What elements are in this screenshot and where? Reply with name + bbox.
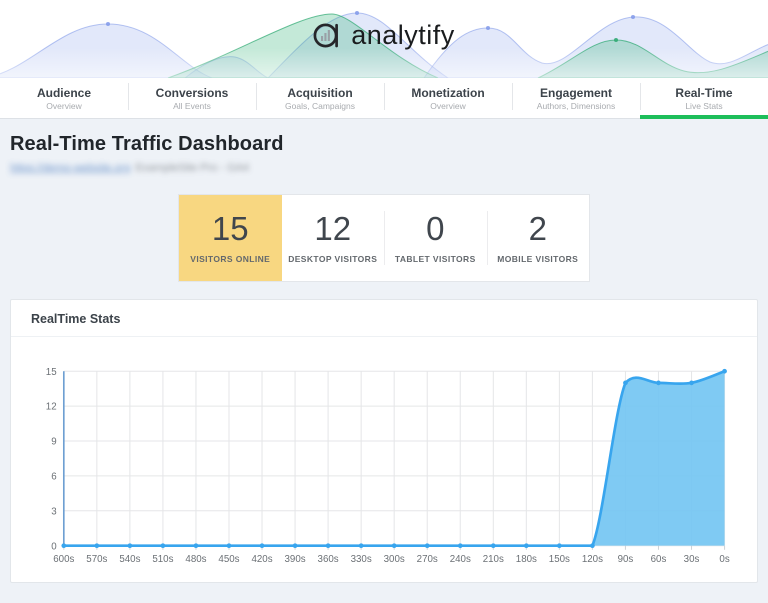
stat-value: 15 xyxy=(211,210,249,247)
main-nav: Audience Overview Conversions All Events Acq… xyxy=(0,78,768,119)
svg-text:540s: 540s xyxy=(119,554,140,565)
tab-sublabel: All Events xyxy=(173,100,211,111)
svg-text:6: 6 xyxy=(51,472,56,483)
svg-text:90s: 90s xyxy=(618,554,634,565)
svg-text:450s: 450s xyxy=(218,554,239,565)
svg-text:120s: 120s xyxy=(582,554,603,565)
stat-label: DESKTOP VISITORS xyxy=(288,254,378,264)
tab-label: Engagement xyxy=(539,85,612,100)
tab-label: Real-Time xyxy=(675,85,733,100)
svg-text:0s: 0s xyxy=(719,554,729,565)
svg-text:9: 9 xyxy=(51,437,56,448)
svg-text:15: 15 xyxy=(46,367,57,378)
svg-text:0: 0 xyxy=(51,541,57,552)
svg-text:12: 12 xyxy=(46,402,57,413)
stat-card-visitors-online: 15 VISITORS ONLINE xyxy=(179,195,282,281)
tab-label: Conversions xyxy=(155,85,229,100)
analytify-logo: analytify xyxy=(0,20,768,51)
nav-tab-real-time[interactable]: Real-Time Live Stats xyxy=(640,78,768,119)
visitor-stats-box: 15 VISITORS ONLINE 12 DESKTOP VISITORS 0 TABL… xyxy=(178,194,590,282)
tab-sublabel: Goals, Campaigns xyxy=(285,100,355,111)
stat-card-desktop-visitors: 12 DESKTOP VISITORS xyxy=(282,195,385,281)
svg-text:360s: 360s xyxy=(318,554,339,565)
app-header: analytify xyxy=(0,0,768,78)
page-title: Real-Time Traffic Dashboard xyxy=(10,133,284,155)
stat-value: 2 xyxy=(528,210,547,247)
stat-label: MOBILE VISITORS xyxy=(497,254,579,264)
stat-label: TABLET VISITORS xyxy=(394,254,476,264)
svg-text:210s: 210s xyxy=(483,554,504,565)
stat-value: 12 xyxy=(314,210,352,247)
realtime-chart[interactable]: 0 3 6 9 12 15 600s 570s 540s 510s 480s 450s 420s 390s… xyxy=(11,337,757,572)
stat-label: VISITORS ONLINE xyxy=(190,254,271,264)
svg-text:600s: 600s xyxy=(53,554,74,565)
stat-value: 0 xyxy=(426,210,445,247)
tab-label: Audience xyxy=(36,85,91,100)
nav-tab-monetization[interactable]: Monetization Overview xyxy=(384,78,512,118)
nav-tab-engagement[interactable]: Engagement Authors, Dimensions xyxy=(512,78,640,118)
svg-text:390s: 390s xyxy=(285,554,306,565)
tab-label: Monetization xyxy=(411,85,485,100)
realtime-stats-panel: RealTime Stats 0 3 6 9 12 15 600s 570s 540s 510s 4… xyxy=(10,299,758,583)
nav-tab-conversions[interactable]: Conversions All Events xyxy=(128,78,256,118)
analytify-logo-icon xyxy=(313,23,339,48)
nav-tab-audience[interactable]: Audience Overview xyxy=(0,78,128,118)
svg-text:300s: 300s xyxy=(384,554,405,565)
stat-card-mobile-visitors: 2 MOBILE VISITORS xyxy=(486,195,590,281)
stat-card-tablet-visitors: 0 TABLET VISITORS xyxy=(384,195,487,281)
tab-sublabel: Overview xyxy=(46,100,82,111)
site-url-link-blurred[interactable]: https://demo-website.org xyxy=(10,162,131,174)
main-content: Real-Time Traffic Dashboard https://demo… xyxy=(0,133,768,583)
svg-text:3: 3 xyxy=(51,506,56,517)
tab-sublabel: Live Stats xyxy=(685,100,723,111)
tab-sublabel: Authors, Dimensions xyxy=(536,100,616,111)
tab-label: Acquisition xyxy=(287,85,353,100)
tab-sublabel: Overview xyxy=(430,100,466,111)
svg-text:330s: 330s xyxy=(351,554,372,565)
nav-tab-acquisition[interactable]: Acquisition Goals, Campaigns xyxy=(256,78,384,118)
panel-title: RealTime Stats xyxy=(11,300,757,337)
svg-text:150s: 150s xyxy=(549,554,570,565)
site-profile-row: https://demo-website.org ExampleSite Pro … xyxy=(10,162,758,174)
svg-text:510s: 510s xyxy=(152,554,173,565)
svg-text:180s: 180s xyxy=(516,554,537,565)
svg-text:240s: 240s xyxy=(450,554,471,565)
svg-text:570s: 570s xyxy=(86,554,107,565)
svg-text:480s: 480s xyxy=(185,554,206,565)
logo-text: analytify xyxy=(351,20,455,50)
svg-text:420s: 420s xyxy=(251,554,272,565)
svg-text:30s: 30s xyxy=(684,554,700,565)
svg-text:60s: 60s xyxy=(651,554,667,565)
svg-text:270s: 270s xyxy=(417,554,438,565)
site-profile-meta-blurred: ExampleSite Pro - GA4 xyxy=(135,162,250,174)
